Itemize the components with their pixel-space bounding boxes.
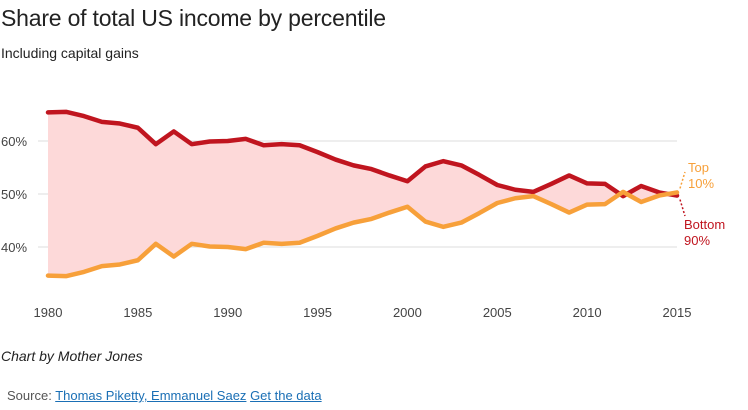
x-tick-label: 1980 [34,305,63,320]
top-10-label: 10% [688,176,714,191]
x-tick-label: 1985 [123,305,152,320]
series-lines [45,109,680,279]
y-tick-label: 60% [1,134,27,149]
y-tick-label: 40% [1,240,27,255]
x-tick-label: 2015 [663,305,692,320]
x-tick-label: 1990 [213,305,242,320]
chart-subtitle: Including capital gains [1,45,139,61]
x-tick-label: 2010 [573,305,602,320]
source-link[interactable]: Thomas Piketty, Emmanuel Saez [55,388,247,403]
x-tick-label: 1995 [303,305,332,320]
y-axis-ticks: 40% 50% 60% [1,134,27,255]
series-line-bottom-90 [45,109,680,199]
bottom-90-leader [679,199,686,217]
series-line-top-10 [45,189,680,279]
source-line: Source: Thomas Piketty, Emmanuel Saez Ge… [7,388,322,403]
x-axis-ticks: 1980 1985 1990 1995 2000 2005 2010 2015 [34,305,692,320]
top-10-label: Top [688,160,709,175]
gap-area [48,111,677,277]
get-data-link[interactable]: Get the data [250,388,322,403]
x-tick-label: 2005 [483,305,512,320]
chart-credit: Chart by Mother Jones [1,348,143,364]
x-tick-label: 2000 [393,305,422,320]
bottom-90-label: 90% [684,233,710,248]
source-prefix: Source: [7,388,52,403]
y-tick-label: 50% [1,187,27,202]
top-10-leader [679,171,686,189]
chart-title: Share of total US income by percentile [1,5,386,31]
bottom-90-label: Bottom [684,217,725,232]
